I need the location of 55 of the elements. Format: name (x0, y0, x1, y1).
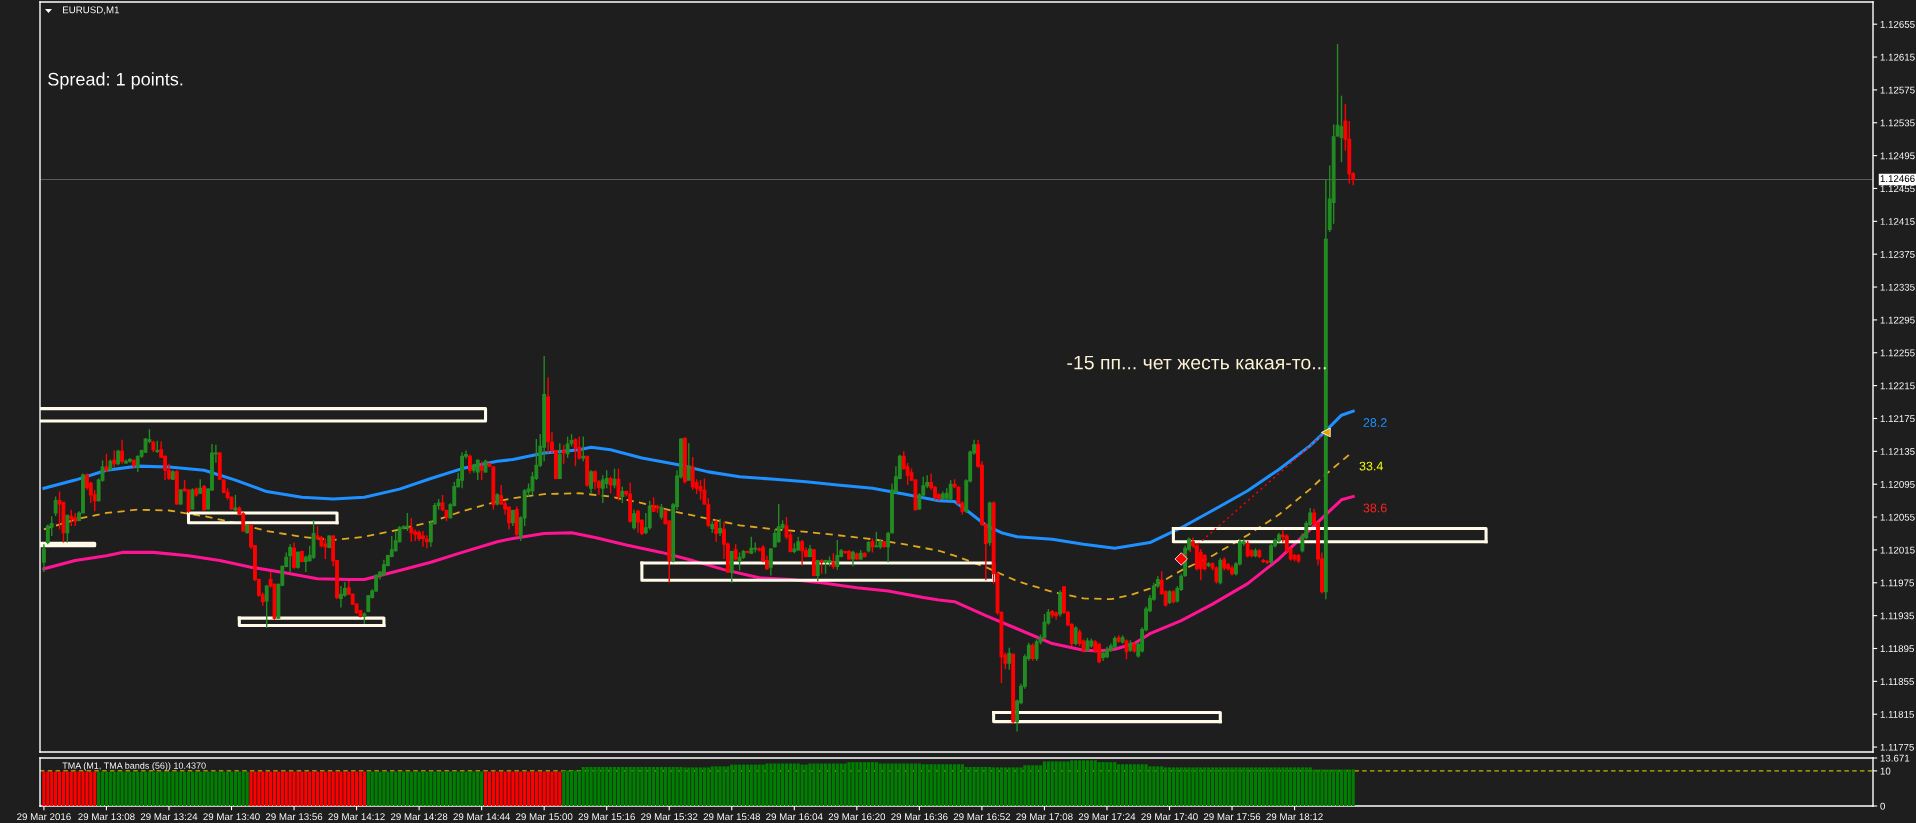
x-tick-label: 29 Mar 18:12 (1266, 813, 1323, 821)
y-tick-label: 1.12215 (1880, 382, 1915, 390)
y-tick-label: 1.11815 (1880, 710, 1914, 718)
y-tick-label: 1.11975 (1880, 579, 1914, 587)
x-tick-label: 29 Mar 17:40 (1141, 813, 1198, 821)
x-tick-label: 29 Mar 13:40 (203, 813, 260, 821)
annotation: Spread: 1 points. (48, 72, 183, 90)
y-tick-label: 1.12455 (1880, 185, 1915, 193)
x-tick-label: 29 Mar 14:44 (453, 813, 510, 821)
x-tick-label: 29 Mar 17:08 (1016, 813, 1073, 821)
x-tick-label: 29 Mar 16:20 (828, 813, 886, 821)
y-tick-label: 13.671 (1880, 754, 1910, 762)
y-tick-label: 1.12535 (1880, 119, 1915, 127)
x-tick-label: 29 Mar 15:48 (703, 813, 760, 821)
x-tick-label: 29 Mar 17:56 (1203, 813, 1261, 821)
y-tick-label: 1.12255 (1880, 349, 1915, 357)
ref-line-label: 1.12466 (1880, 175, 1915, 183)
y-tick-label: 0 (1880, 802, 1885, 810)
chart-title: TMA (M1, TMA bands (56)) 10.4370 (62, 762, 206, 771)
x-tick-label: 29 Mar 2016 (17, 813, 71, 821)
y-tick-label: 1.12375 (1880, 250, 1915, 258)
x-tick-label: 29 Mar 15:00 (516, 813, 573, 821)
annotation: 38.6 (1363, 503, 1387, 513)
x-tick-label: 29 Mar 13:08 (78, 813, 135, 821)
y-tick-label: 1.12055 (1880, 513, 1915, 521)
y-tick-label: 1.11935 (1880, 612, 1914, 620)
x-tick-label: 29 Mar 15:32 (641, 813, 698, 821)
x-tick-label: 29 Mar 14:12 (328, 813, 385, 821)
x-tick-label: 29 Mar 16:04 (766, 813, 823, 821)
annotation: 33.4 (1359, 461, 1383, 471)
y-tick-label: 1.12095 (1880, 480, 1915, 488)
y-tick-label: 1.11855 (1880, 678, 1914, 685)
x-tick-label: 29 Mar 16:52 (953, 813, 1011, 821)
x-tick-label: 29 Mar 15:16 (578, 813, 635, 821)
y-tick-label: 1.12335 (1880, 283, 1915, 291)
y-tick-label: 1.12495 (1880, 152, 1915, 160)
x-tick-label: 29 Mar 17:24 (1078, 813, 1136, 821)
annotation: 28.2 (1363, 418, 1387, 427)
y-tick-label: 1.12295 (1880, 316, 1915, 324)
x-tick-label: 29 Mar 14:28 (390, 813, 448, 821)
x-tick-label: 29 Mar 13:24 (140, 813, 198, 821)
y-tick-label: 1.12175 (1880, 415, 1915, 423)
y-tick-label: 1.12135 (1880, 448, 1915, 455)
annotation: -15 пп... чет жесть какая-то... (1067, 355, 1326, 370)
y-tick-label: 10 (1880, 767, 1891, 775)
chart-title: EURUSD,M1 (63, 6, 120, 15)
y-tick-label: 1.12015 (1880, 546, 1915, 554)
y-tick-label: 1.12575 (1880, 86, 1915, 94)
y-tick-label: 1.11775 (1880, 743, 1914, 751)
y-tick-label: 1.11895 (1880, 645, 1914, 653)
x-tick-label: 29 Mar 16:36 (891, 813, 948, 821)
x-tick-label: 29 Mar 13:56 (265, 813, 323, 821)
y-tick-label: 1.12655 (1880, 20, 1915, 28)
y-tick-label: 1.12615 (1880, 53, 1915, 61)
y-tick-label: 1.12415 (1880, 218, 1915, 225)
